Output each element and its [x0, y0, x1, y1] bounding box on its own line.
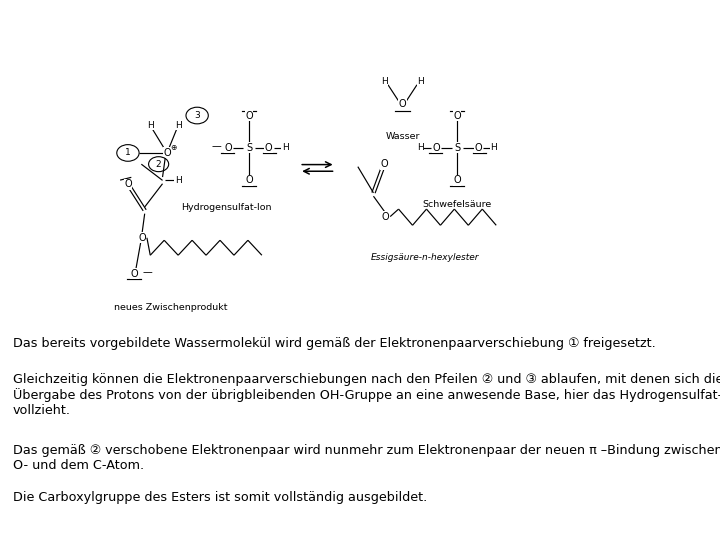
Text: O: O	[246, 176, 253, 185]
Text: O: O	[265, 143, 272, 153]
Text: O: O	[380, 159, 388, 169]
Text: O: O	[432, 143, 440, 153]
Text: 2: 2	[156, 160, 161, 168]
Text: Essigsäure-n-hexylester: Essigsäure-n-hexylester	[371, 253, 479, 262]
Text: Hydrogensulfat-Ion: Hydrogensulfat-Ion	[181, 203, 272, 212]
Text: O: O	[246, 111, 253, 120]
Text: O: O	[138, 233, 145, 243]
Text: O: O	[131, 269, 138, 279]
Text: O: O	[124, 179, 132, 189]
Text: Die Carboxylgruppe des Esters ist somit vollständig ausgebildet.: Die Carboxylgruppe des Esters ist somit …	[13, 491, 427, 504]
Text: S: S	[246, 143, 252, 153]
Text: O: O	[163, 148, 171, 158]
Text: O: O	[225, 143, 232, 153]
Text: Gleichzeitig können die Elektronenpaarverschiebungen nach den Pfeilen ② und ③ ab: Gleichzeitig können die Elektronenpaarve…	[13, 373, 720, 417]
Text: H: H	[175, 176, 181, 185]
Text: S: S	[454, 143, 460, 153]
Text: H: H	[175, 121, 181, 130]
Text: 1: 1	[125, 148, 131, 158]
Text: H: H	[381, 77, 387, 86]
Text: Das gemäß ② verschobene Elektronenpaar wird nunmehr zum Elektronenpaar der neuen: Das gemäß ② verschobene Elektronenpaar w…	[13, 444, 720, 472]
Text: O: O	[474, 143, 482, 153]
Text: Das bereits vorgebildete Wassermolekül wird gemäß der Elektronenpaarverschiebung: Das bereits vorgebildete Wassermolekül w…	[13, 338, 656, 350]
Text: 3: 3	[194, 111, 200, 120]
Text: neues Zwischenprodukt: neues Zwischenprodukt	[114, 302, 228, 312]
Text: O: O	[382, 212, 390, 221]
Text: Schwefelsäure: Schwefelsäure	[423, 200, 492, 210]
Text: H: H	[282, 144, 289, 152]
Text: H: H	[147, 121, 153, 130]
Text: —: —	[212, 141, 222, 151]
Text: —: —	[143, 267, 152, 277]
Text: O: O	[454, 176, 461, 185]
Text: H: H	[418, 77, 424, 86]
Text: ⊕: ⊕	[171, 144, 177, 152]
Text: H: H	[417, 144, 423, 152]
Text: Wasser: Wasser	[385, 132, 420, 141]
Text: O: O	[399, 99, 406, 109]
Text: H: H	[490, 144, 498, 152]
Text: O: O	[454, 111, 461, 120]
